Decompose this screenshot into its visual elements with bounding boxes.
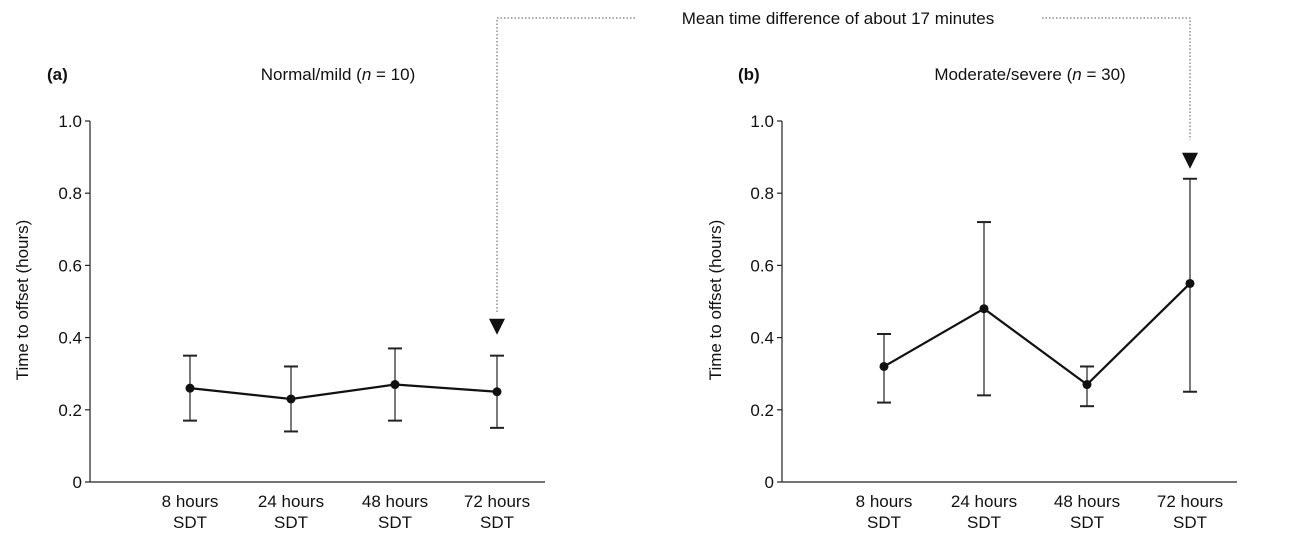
panel-title-prefix: Moderate/severe ( [934,65,1072,84]
data-point [185,383,195,393]
y-axis-title: Time to offset (hours) [13,220,32,381]
x-tick-label-line: SDT [274,513,308,532]
panel-title-suffix: = 30) [1082,65,1126,84]
arrow-marker-icon [1182,152,1198,169]
panel-title-n: n [362,65,371,84]
y-tick-label: 0.2 [750,401,774,420]
x-tick-label: 24 hours SDT [258,492,324,532]
x-tick-label-line: 72 hours [464,492,530,511]
x-tick-label-line: SDT [967,513,1001,532]
x-tick-label: 8 hours SDT [162,492,219,532]
y-axis-title: Time to offset (hours) [706,220,725,381]
annotation-connector-left [496,17,635,312]
x-tick-label-line: 48 hours [362,492,428,511]
panel-a: (a) Normal/mild (n = 10) Time to offset … [13,65,545,532]
y-tick-label: 1.0 [750,112,774,131]
y-tick-label: 0.4 [58,329,82,348]
panel-label: (b) [738,65,760,84]
data-point [286,394,296,404]
x-tick-label-line: SDT [173,513,207,532]
x-tick-label: 8 hours SDT [856,492,913,532]
y-tick-label: 0 [73,473,82,492]
x-tick-label-line: SDT [867,513,901,532]
series-line [189,383,498,401]
x-tick-label: 72 hours SDT [1157,492,1223,532]
x-tick-label-line: 8 hours [162,492,219,511]
x-tick-label: 48 hours SDT [362,492,428,532]
panel-title-prefix: Normal/mild ( [261,65,362,84]
x-tick-label-line: SDT [1173,513,1207,532]
y-tick-label: 0 [765,473,774,492]
data-point [492,387,502,397]
annotation-connector-right [1042,17,1191,140]
panel-title-suffix: = 10) [371,65,415,84]
x-tick-label-line: 24 hours [951,492,1017,511]
x-tick-label-line: SDT [1070,513,1104,532]
annotation-text: Mean time difference of about 17 minutes [682,9,994,28]
data-point [879,361,889,371]
annotation-group: Mean time difference of about 17 minutes [496,9,1191,312]
x-tick-label: 72 hours SDT [464,492,530,532]
y-tick-label: 0.4 [750,329,774,348]
data-point [1082,380,1092,390]
y-tick-label: 0.8 [58,184,82,203]
x-tick-label-line: SDT [378,513,412,532]
panel-title: Normal/mild (n = 10) [261,65,415,84]
panel-label: (a) [47,65,68,84]
y-tick-label: 0.2 [58,401,82,420]
x-tick-label-line: 48 hours [1054,492,1120,511]
arrow-marker-icon [489,318,505,335]
data-point [390,380,400,390]
y-tick-label: 0.8 [750,184,774,203]
x-tick-label: 24 hours SDT [951,492,1017,532]
panel-b: (b) Moderate/severe (n = 30) Time to off… [706,65,1237,532]
x-tick-label: 48 hours SDT [1054,492,1120,532]
x-tick-label-line: 24 hours [258,492,324,511]
x-tick-label-line: 8 hours [856,492,913,511]
panel-title: Moderate/severe (n = 30) [934,65,1125,84]
series-line [883,282,1191,386]
panel-title-n: n [1072,65,1081,84]
x-tick-label-line: 72 hours [1157,492,1223,511]
y-tick-label: 0.6 [750,256,774,275]
y-tick-label: 0.6 [58,256,82,275]
y-tick-label: 1.0 [58,112,82,131]
x-tick-label-line: SDT [480,513,514,532]
data-point [979,304,989,314]
data-point [1185,278,1195,288]
